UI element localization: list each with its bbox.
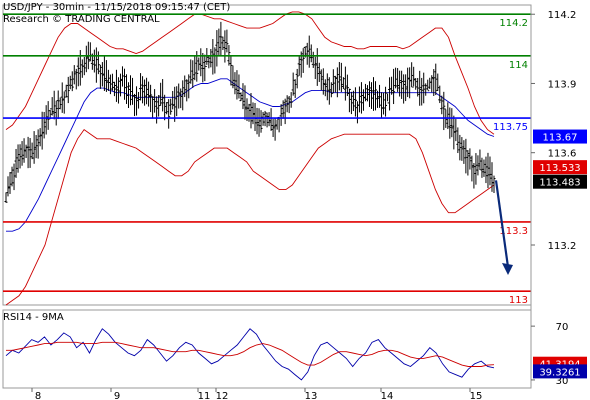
x-tick-label-0: 8 [35, 391, 41, 400]
projection-arrow-shaft [494, 180, 510, 268]
price-tag-0: 113.67 [543, 133, 578, 144]
level-label-0: 114.2 [499, 18, 528, 29]
y-tick-label-1: 113.9 [548, 79, 577, 90]
main-panel-border [2, 4, 532, 306]
price-tag-2: 113.483 [539, 178, 580, 189]
x-axis: 8 9 11 12 13 14 15 [3, 387, 531, 400]
projection-arrow-icon [494, 180, 513, 275]
x-tick-label-4: 13 [305, 391, 318, 400]
bollinger-lower-line [5, 128, 495, 306]
rsi-title: RSI14 - 9MA [3, 312, 64, 323]
y-tick-label-2: 113.6 [548, 149, 577, 160]
level-label-4: 113 [509, 295, 528, 306]
projection-arrow-head [502, 263, 513, 275]
rsi-tag-1-bg [533, 364, 587, 379]
support-resistance-levels: 114.2 114 113.75 113.3 113 [3, 13, 531, 306]
level-label-3: 113.3 [499, 226, 528, 237]
price-tag-2-bg [533, 174, 587, 189]
rsi-lines [5, 328, 495, 381]
price-tag-1: 113.533 [539, 163, 580, 174]
level-label-1: 114 [509, 60, 528, 71]
bollinger-bands [5, 11, 495, 306]
rsi-tag-1: 39.3261 [539, 367, 580, 378]
rsi-y-tick-label-1: 30 [556, 376, 569, 387]
moving-average-line [6, 78, 495, 232]
rsi-ma-line [6, 341, 495, 367]
y-tick-label-0: 114.2 [548, 10, 577, 21]
x-tick-label-5: 14 [381, 391, 394, 400]
chart-title: USD/JPY - 30min - 11/15/2018 09:15:47 (C… [3, 2, 231, 13]
bollinger-upper-line [5, 11, 495, 135]
x-tick-label-2: 11 [198, 391, 211, 400]
y-tick-label-3: 113.2 [548, 241, 577, 252]
moving-average [6, 78, 495, 232]
chart-subtitle: Research © TRADING CENTRAL [3, 14, 160, 25]
price-tag-0-bg [533, 129, 587, 144]
rsi-panel-border [2, 309, 532, 389]
x-tick-label-6: 15 [470, 391, 483, 400]
price-bars [4, 21, 496, 203]
rsi-line [5, 328, 495, 381]
x-tick-label-3: 12 [216, 391, 229, 400]
price-tag-1-bg [533, 160, 587, 175]
main-panel: 114.2 114 113.75 113.3 113 [2, 4, 532, 306]
level-label-2: 113.75 [493, 122, 528, 133]
rsi-y-tick-label-0: 70 [556, 322, 569, 333]
y-axis: 114.2 113.9 113.6 113.2 70 30 113.67 113.533 11… [530, 5, 587, 388]
x-tick-label-1: 9 [114, 391, 120, 400]
rsi-panel [2, 309, 532, 389]
